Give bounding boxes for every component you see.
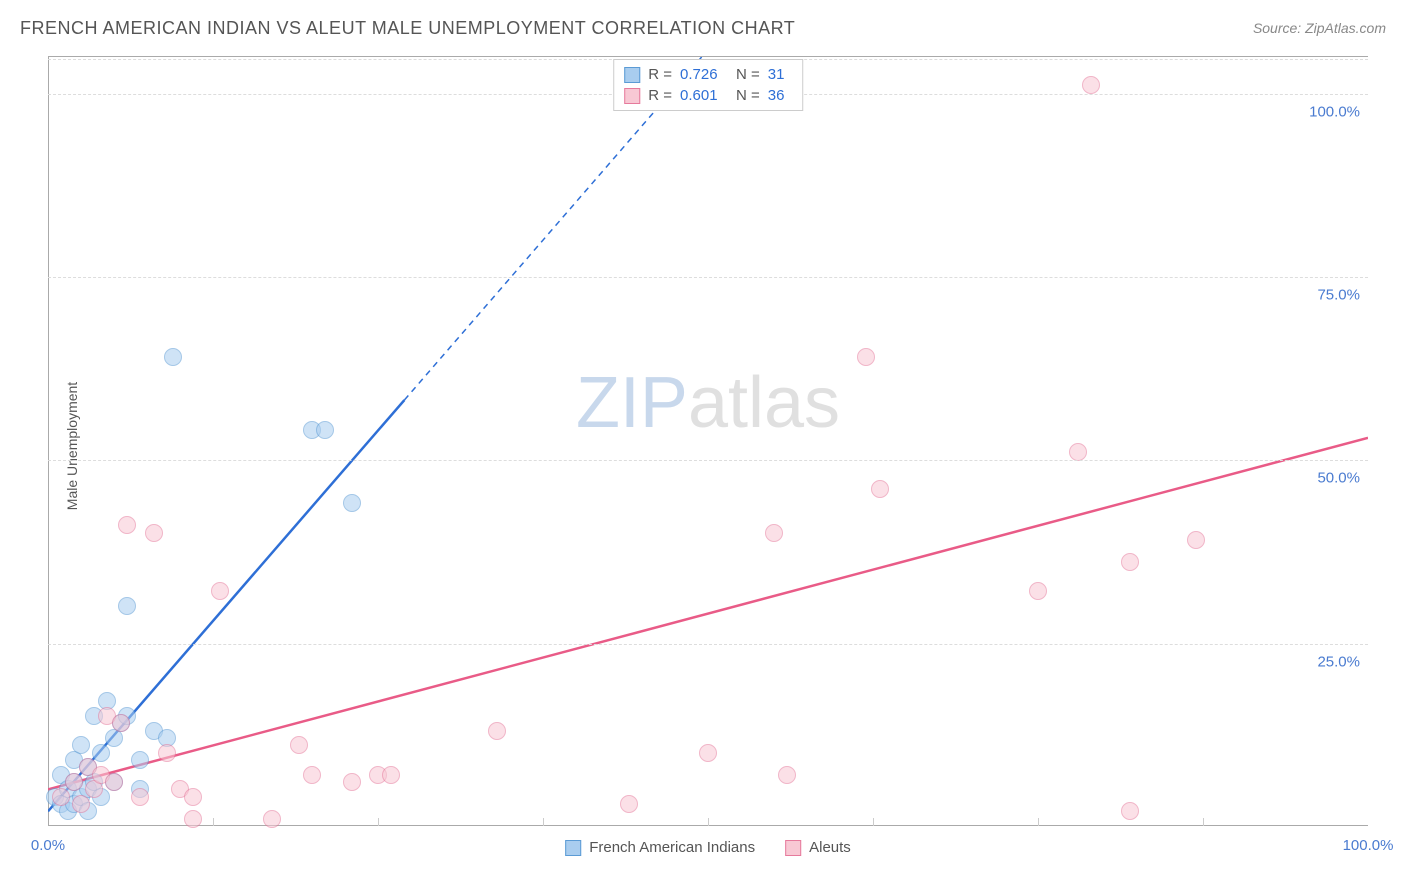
stat-n-label: N = — [736, 87, 760, 104]
trend-lines-svg — [48, 57, 1368, 826]
scatter-point — [164, 348, 182, 366]
x-tick-mark — [213, 818, 214, 826]
stat-r-value: 0.726 — [680, 66, 728, 83]
scatter-point — [1082, 76, 1100, 94]
stat-n-value: 31 — [768, 66, 792, 83]
scatter-point — [1187, 531, 1205, 549]
chart-plot-area: ZIPatlas 25.0%50.0%75.0%100.0% 0.0%100.0… — [48, 56, 1368, 826]
scatter-point — [72, 736, 90, 754]
y-tick-label: 75.0% — [1317, 287, 1360, 304]
scatter-point — [778, 766, 796, 784]
gridline — [48, 277, 1368, 278]
scatter-point — [857, 348, 875, 366]
stat-r-value: 0.601 — [680, 87, 728, 104]
scatter-point — [1121, 553, 1139, 571]
stats-row: R = 0.726 N = 31 — [624, 64, 792, 85]
bottom-legend: French American Indians Aleuts — [565, 839, 851, 856]
scatter-point — [112, 714, 130, 732]
x-tick-mark — [378, 818, 379, 826]
scatter-point — [871, 480, 889, 498]
trend-line-solid — [48, 438, 1368, 790]
scatter-point — [316, 421, 334, 439]
scatter-point — [303, 766, 321, 784]
scatter-point — [382, 766, 400, 784]
y-tick-label: 25.0% — [1317, 653, 1360, 670]
scatter-point — [92, 744, 110, 762]
gridline — [48, 644, 1368, 645]
watermark-atlas: atlas — [688, 363, 840, 443]
stat-n-value: 36 — [768, 87, 792, 104]
scatter-point — [118, 516, 136, 534]
x-tick-mark — [873, 818, 874, 826]
scatter-point — [105, 773, 123, 791]
scatter-point — [65, 773, 83, 791]
scatter-point — [1121, 802, 1139, 820]
scatter-point — [290, 736, 308, 754]
legend-item: Aleuts — [785, 839, 851, 856]
correlation-stats-box: R = 0.726 N = 31 R = 0.601 N = 36 — [613, 59, 803, 111]
x-tick-mark — [708, 818, 709, 826]
legend-swatch — [624, 88, 640, 104]
scatter-point — [488, 722, 506, 740]
scatter-point — [699, 744, 717, 762]
scatter-point — [765, 524, 783, 542]
scatter-point — [72, 795, 90, 813]
source-attribution: Source: ZipAtlas.com — [1253, 20, 1386, 36]
x-tick-mark — [1038, 818, 1039, 826]
chart-title: FRENCH AMERICAN INDIAN VS ALEUT MALE UNE… — [20, 18, 795, 39]
stats-row: R = 0.601 N = 36 — [624, 85, 792, 106]
stat-r-label: R = — [648, 87, 672, 104]
y-tick-label: 100.0% — [1309, 103, 1360, 120]
scatter-point — [184, 788, 202, 806]
legend-swatch — [565, 840, 581, 856]
legend-item: French American Indians — [565, 839, 755, 856]
scatter-point — [343, 494, 361, 512]
scatter-point — [131, 751, 149, 769]
legend-swatch — [785, 840, 801, 856]
legend-swatch — [624, 67, 640, 83]
scatter-point — [343, 773, 361, 791]
x-tick-mark — [543, 818, 544, 826]
x-tick-label: 0.0% — [31, 837, 65, 854]
scatter-point — [118, 597, 136, 615]
scatter-point — [620, 795, 638, 813]
stat-n-label: N = — [736, 66, 760, 83]
scatter-point — [131, 788, 149, 806]
watermark-zip: ZIP — [576, 363, 688, 443]
scatter-point — [145, 524, 163, 542]
legend-label: French American Indians — [589, 839, 755, 856]
scatter-point — [263, 810, 281, 828]
scatter-point — [1069, 443, 1087, 461]
legend-label: Aleuts — [809, 839, 851, 856]
scatter-point — [1029, 582, 1047, 600]
y-axis — [48, 57, 49, 826]
x-tick-mark — [1203, 818, 1204, 826]
y-tick-label: 50.0% — [1317, 470, 1360, 487]
scatter-point — [52, 788, 70, 806]
gridline — [48, 460, 1368, 461]
stat-r-label: R = — [648, 66, 672, 83]
x-tick-label: 100.0% — [1343, 837, 1394, 854]
scatter-point — [158, 744, 176, 762]
scatter-point — [211, 582, 229, 600]
scatter-point — [184, 810, 202, 828]
watermark: ZIPatlas — [576, 362, 840, 444]
